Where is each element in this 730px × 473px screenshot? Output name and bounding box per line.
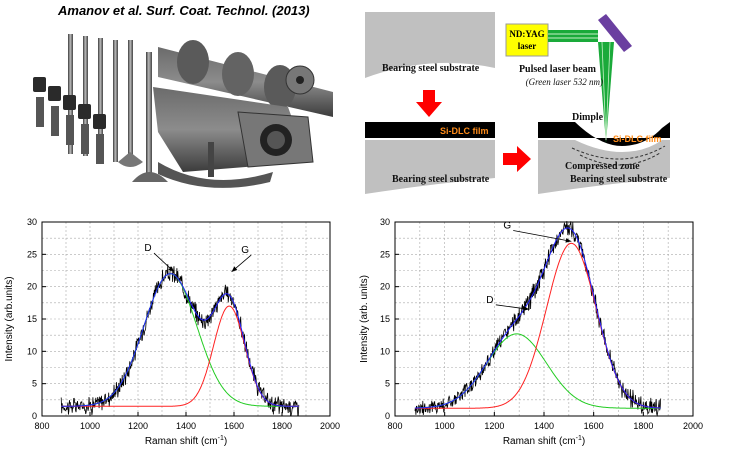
- annotation-arrow-line: [513, 230, 572, 242]
- x-tick-label: 1200: [484, 421, 504, 431]
- rocker-housing: [153, 87, 314, 188]
- annotation-arrowhead: [231, 266, 238, 272]
- raman-chart-left: 800 1000 1200 1400 1600 1800 2000 0 5 10 15 20 25 30 R…: [4, 217, 340, 447]
- annotation-label-d: D: [144, 243, 151, 254]
- film-label-right: Si-DLC film: [613, 134, 662, 144]
- laser-label-1: ND:YAG: [509, 29, 544, 39]
- x-tick-label: 1600: [224, 421, 244, 431]
- y-tick-label: 25: [27, 249, 37, 259]
- y-tick-label: 0: [32, 411, 37, 421]
- x-axis-label-sup: -1: [576, 435, 582, 442]
- annotation-label-g: G: [241, 245, 249, 256]
- beam-vertical: [598, 42, 614, 143]
- substrate-label-right: Bearing steel substrate: [570, 174, 668, 185]
- valve-stems: [68, 34, 168, 182]
- beam-label: Pulsed laser beam: [519, 64, 597, 75]
- tappets: [33, 77, 106, 164]
- substrate-label-bottom: Bearing steel substrate: [392, 174, 490, 185]
- beam-sublabel: (Green laser 532 nm): [526, 77, 603, 87]
- y-tick-label: 0: [385, 411, 390, 421]
- x-tick-label: 2000: [320, 421, 340, 431]
- y-tick-label: 5: [32, 379, 37, 389]
- raman-chart-right: 800 1000 1200 1400 1600 1800 2000 0 5 10 15 20 25 30 R…: [359, 217, 703, 447]
- annotation-arrowhead: [168, 266, 174, 272]
- laser-texturing-diagram: Bearing steel substrate Si-DLC film Bear…: [365, 12, 670, 194]
- y-tick-label: 30: [380, 217, 390, 227]
- x-tick-label: 1800: [633, 421, 653, 431]
- mirror: [598, 14, 632, 52]
- x-axis-label-sup: -1: [218, 435, 224, 442]
- substrate-bottom: [365, 140, 495, 194]
- cumulative-fit-line: [414, 227, 661, 409]
- y-tick-label: 10: [380, 346, 390, 356]
- y-tick-label: 30: [27, 217, 37, 227]
- y-tick-label: 10: [27, 346, 37, 356]
- x-tick-label: 800: [387, 421, 402, 431]
- film-right: [538, 122, 670, 146]
- x-axis-label: Raman shift (cm-1): [145, 435, 227, 447]
- d-band-fit-line: [414, 333, 661, 409]
- x-axis-label-end: ): [582, 436, 585, 447]
- beam-horizontal: [548, 30, 598, 42]
- x-tick-label: 1800: [272, 421, 292, 431]
- right-arrow: [503, 146, 531, 172]
- dimple-label: Dimple: [572, 112, 604, 123]
- y-axis-label: Intensity (arb. units): [359, 275, 370, 363]
- down-arrow: [416, 90, 442, 117]
- cumulative-fit-line: [61, 273, 299, 407]
- x-tick-label: 2000: [683, 421, 703, 431]
- compressed-zone-label: Compressed zone: [565, 161, 640, 172]
- y-tick-label: 20: [27, 282, 37, 292]
- x-axis-label-main: Raman shift (cm: [145, 436, 218, 447]
- x-tick-label: 1400: [534, 421, 554, 431]
- substrate-right: [538, 140, 670, 194]
- annotation-label-g: G: [503, 220, 511, 231]
- engine-parts-photo: [33, 34, 333, 188]
- x-axis-label-main: Raman shift (cm: [503, 436, 576, 447]
- annotation-label-d: D: [486, 295, 493, 306]
- y-axis-label: Intensity (arb.units): [4, 276, 15, 361]
- x-axis-label-end: ): [224, 436, 227, 447]
- x-tick-label: 1200: [128, 421, 148, 431]
- citation: Amanov et al. Surf. Coat. Technol. (2013…: [58, 3, 310, 18]
- x-tick-label: 800: [34, 421, 49, 431]
- y-tick-label: 20: [380, 282, 390, 292]
- x-tick-label: 1000: [80, 421, 100, 431]
- x-tick-label: 1600: [584, 421, 604, 431]
- raw-spectrum-line: [60, 264, 300, 416]
- annotation-arrow-line: [495, 304, 530, 310]
- film-left: [365, 122, 495, 138]
- film-label: Si-DLC film: [440, 126, 489, 136]
- camshaft: [158, 40, 333, 117]
- substrate-label-top: Bearing steel substrate: [382, 63, 480, 74]
- y-tick-label: 15: [380, 314, 390, 324]
- x-tick-label: 1000: [435, 421, 455, 431]
- raw-spectrum-line: [414, 221, 662, 417]
- g-band-fit-line: [61, 305, 299, 407]
- annotation-arrowhead: [565, 238, 572, 243]
- laser-label-2: laser: [518, 41, 537, 51]
- y-tick-label: 15: [27, 314, 37, 324]
- x-axis-label: Raman shift (cm-1): [503, 435, 585, 447]
- y-tick-label: 5: [385, 379, 390, 389]
- x-tick-label: 1400: [176, 421, 196, 431]
- d-band-fit-line: [61, 273, 299, 407]
- substrate-top: [365, 12, 495, 78]
- annotation-arrowhead: [523, 306, 530, 311]
- y-tick-label: 25: [380, 249, 390, 259]
